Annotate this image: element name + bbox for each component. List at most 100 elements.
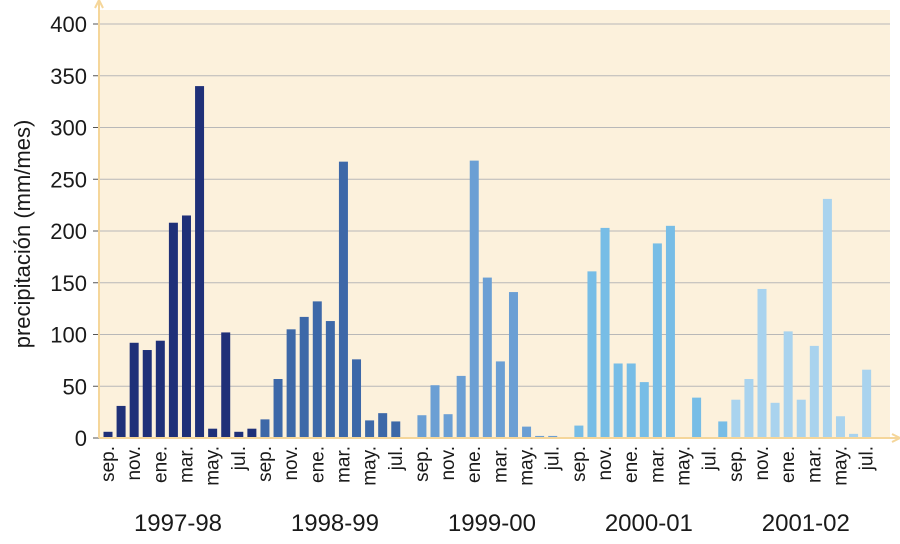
bar	[574, 425, 584, 438]
y-tick-label: 350	[50, 64, 87, 89]
x-tick-label: mar.	[490, 446, 511, 483]
season-labels: 1997-98 1998-99 1999-00 2000-01 2001-02	[134, 510, 850, 537]
bar	[116, 405, 126, 438]
bar	[391, 421, 401, 438]
bar	[809, 345, 819, 438]
x-tick-label: may.	[203, 446, 224, 486]
y-tick-label: 400	[50, 12, 87, 37]
bar	[338, 161, 348, 438]
gridlines	[99, 23, 890, 387]
bar	[482, 277, 492, 438]
bar	[495, 361, 505, 438]
bar	[443, 414, 453, 438]
bar	[835, 416, 845, 438]
bar	[181, 215, 191, 438]
bar	[155, 340, 165, 438]
y-tick-label: 250	[50, 167, 87, 192]
x-tick-label: may.	[360, 446, 381, 486]
bar	[665, 225, 675, 438]
x-tick-label: sep.	[255, 446, 276, 482]
season-label: 1998-99	[291, 510, 379, 537]
bar	[731, 399, 741, 438]
x-tick-label: mar.	[804, 446, 825, 483]
x-tick-label: ene.	[778, 446, 799, 483]
season-label: 1999-00	[448, 510, 536, 537]
y-tick-label: 100	[50, 323, 87, 348]
y-tick-label: 300	[50, 116, 87, 141]
bar	[587, 271, 597, 438]
bar	[247, 428, 257, 438]
bar	[652, 243, 662, 438]
bar	[299, 316, 309, 438]
bar	[613, 363, 623, 438]
bar	[535, 435, 545, 438]
bar	[195, 86, 205, 438]
bar	[757, 288, 767, 438]
x-tick-label: may.	[517, 446, 538, 486]
bar	[365, 420, 375, 438]
bar	[312, 301, 322, 438]
bar	[103, 431, 113, 438]
x-tick-label: nov.	[595, 446, 616, 481]
bar	[770, 402, 780, 438]
bar	[849, 433, 859, 438]
bar	[639, 382, 649, 438]
bar	[352, 359, 362, 438]
bar	[129, 342, 139, 438]
x-tick-label: jul.	[229, 446, 250, 471]
bar	[221, 332, 231, 438]
bar	[286, 329, 296, 438]
bar	[796, 399, 806, 438]
bar	[548, 435, 558, 438]
x-tick-label: mar.	[333, 446, 354, 483]
x-tick-label: jul.	[543, 446, 564, 471]
x-tick-label: ene.	[621, 446, 642, 483]
y-tick-labels: 0 50 100 150 200 250 300 350 400	[50, 12, 87, 451]
axes	[93, 0, 900, 443]
bar	[142, 350, 152, 438]
x-tick-label: sep.	[569, 446, 590, 482]
x-axis-arrow	[891, 433, 900, 443]
x-tick-label: sep.	[412, 446, 433, 482]
x-tick-label: may.	[674, 446, 695, 486]
bar	[417, 415, 427, 438]
y-tick-label: 50	[63, 374, 87, 399]
bar	[260, 419, 270, 438]
bar	[718, 421, 728, 438]
bar	[378, 413, 388, 438]
x-tick-label: mar.	[176, 446, 197, 483]
y-axis-arrow	[94, 0, 104, 9]
bar	[208, 428, 218, 438]
x-tick-labels: sep. nov. ene. mar. may. jul. sep. nov. ene. mar.…	[98, 446, 878, 486]
bar	[522, 426, 532, 438]
x-tick-label: jul.	[700, 446, 721, 471]
x-tick-label: jul.	[857, 446, 878, 471]
x-tick-label: sep.	[726, 446, 747, 482]
bar	[783, 331, 793, 438]
y-axis-label: precipitación (mm/mes)	[10, 120, 35, 349]
bar	[692, 397, 702, 438]
bar	[508, 292, 518, 438]
x-tick-label: ene.	[464, 446, 485, 483]
bars	[103, 86, 872, 438]
bar	[168, 222, 178, 438]
x-tick-label: mar.	[647, 446, 668, 483]
bar	[273, 379, 283, 438]
bar	[456, 375, 466, 438]
x-tick-label: nov.	[752, 446, 773, 481]
bar	[469, 160, 479, 438]
season-label: 2000-01	[605, 510, 693, 537]
x-tick-label: nov.	[124, 446, 145, 481]
x-tick-label: ene.	[307, 446, 328, 483]
bar	[234, 431, 244, 438]
season-label: 2001-02	[762, 510, 850, 537]
y-tick-label: 200	[50, 219, 87, 244]
x-tick-label: nov.	[438, 446, 459, 481]
bar	[862, 369, 872, 438]
bar	[744, 379, 754, 438]
bar	[430, 385, 440, 438]
plot-background	[99, 10, 890, 438]
x-tick-label: ene.	[150, 446, 171, 483]
x-tick-label: sep.	[98, 446, 119, 482]
